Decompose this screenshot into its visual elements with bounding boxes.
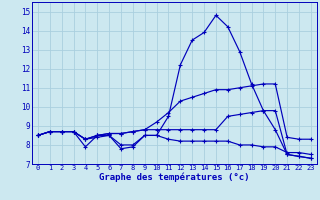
X-axis label: Graphe des températures (°c): Graphe des températures (°c) [99, 173, 250, 182]
